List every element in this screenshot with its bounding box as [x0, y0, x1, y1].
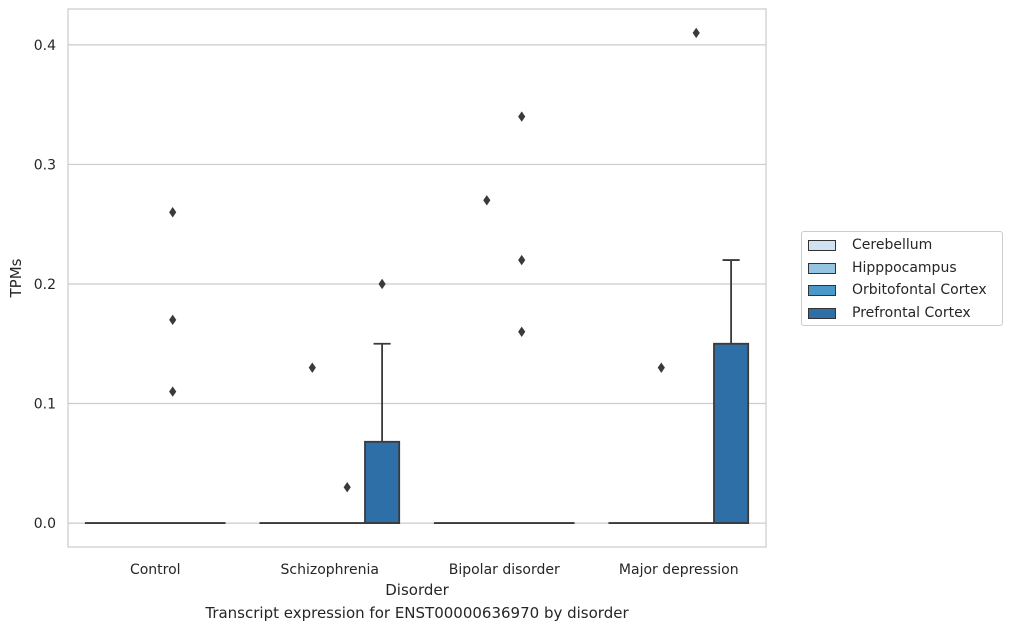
y-tick-label: 0.3 [34, 157, 56, 173]
outlier-point [518, 111, 526, 122]
y-tick-label: 0.0 [34, 516, 56, 532]
y-tick-labels: 0.0 0.1 0.2 0.3 0.4 [34, 38, 56, 532]
outlier-point [343, 482, 351, 493]
outlier-point [657, 362, 665, 373]
outlier-point [169, 386, 177, 397]
legend-label-orbitofrontal-cortex: Orbitofontal Cortex [852, 282, 987, 298]
box-body [364, 440, 401, 524]
legend-label-hippocampus: Hipppocampus [852, 260, 957, 276]
x-tick-label: Bipolar disorder [449, 562, 560, 578]
boxes [84, 259, 750, 524]
legend: Cerebellum Hipppocampus Orbitofontal Cor… [801, 231, 1003, 326]
x-tick-label: Schizophrenia [281, 562, 379, 578]
legend-swatch-orbitofrontal-cortex [808, 284, 836, 296]
legend-item-hippocampus: Hipppocampus [808, 259, 957, 277]
legend-item-orbitofrontal-cortex: Orbitofontal Cortex [808, 281, 987, 299]
outlier-point [518, 254, 526, 266]
y-tick-label: 0.1 [34, 397, 56, 413]
x-tick-label: Major depression [619, 562, 739, 578]
box-1-3 [364, 342, 401, 524]
legend-swatch-prefrontal-cortex [808, 307, 836, 319]
outlier-point [308, 362, 316, 373]
legend-item-prefrontal-cortex: Prefrontal Cortex [808, 304, 971, 322]
outlier-point [483, 195, 491, 206]
x-tick-label: Control [130, 562, 181, 578]
x-axis-label: Disorder [385, 581, 449, 599]
legend-swatch-hippocampus [808, 262, 836, 274]
outlier-point [169, 314, 177, 326]
x-tick-labels: Control Schizophrenia Bipolar disorder Majo… [130, 562, 739, 578]
y-tick-label: 0.4 [34, 38, 56, 54]
legend-label-prefrontal-cortex: Prefrontal Cortex [852, 305, 971, 321]
outlier-point [692, 27, 700, 39]
box-3-3 [713, 259, 750, 524]
legend-item-cerebellum: Cerebellum [808, 236, 932, 254]
legend-label-cerebellum: Cerebellum [852, 237, 933, 253]
outliers [169, 27, 700, 493]
y-axis-label: TPMs [7, 258, 25, 298]
outlier-point [169, 207, 177, 218]
y-tick-label: 0.2 [34, 277, 56, 293]
outlier-point [518, 326, 526, 337]
chart-caption: Transcript expression for ENST0000063697… [205, 604, 629, 622]
outlier-point [378, 278, 386, 290]
legend-swatch-cerebellum [808, 239, 836, 251]
box-body [713, 342, 750, 524]
plot-frame [67, 8, 767, 548]
gridlines [68, 44, 766, 524]
